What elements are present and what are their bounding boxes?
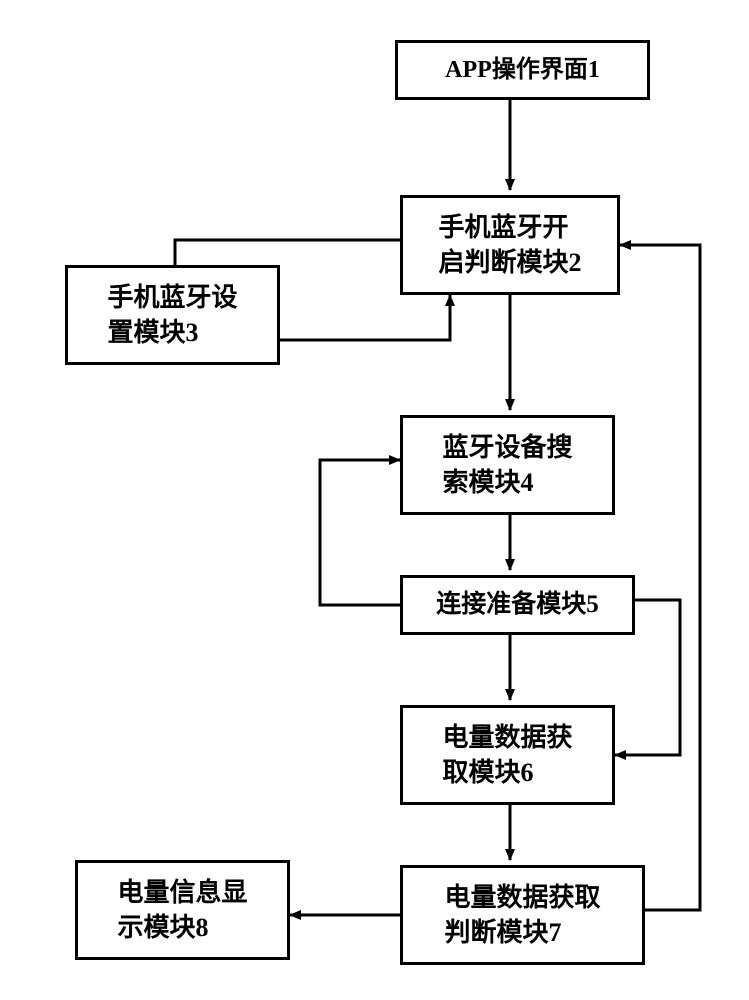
node-device-search: 蓝牙设备搜索模块4 [400, 415, 615, 515]
node-power-info-show: 电量信息显示模块8 [75, 860, 290, 960]
flow-arrows [0, 0, 749, 1000]
node-bluetooth-check: 手机蓝牙开启判断模块2 [400, 195, 620, 295]
node-app-interface: APP操作界面1 [395, 40, 650, 100]
node-bluetooth-setting: 手机蓝牙设置模块3 [65, 265, 280, 365]
node-connect-prepare: 连接准备模块5 [400, 575, 635, 635]
node-power-data-get: 电量数据获取模块6 [400, 705, 615, 805]
node-power-data-judge: 电量数据获取判断模块7 [400, 865, 645, 965]
